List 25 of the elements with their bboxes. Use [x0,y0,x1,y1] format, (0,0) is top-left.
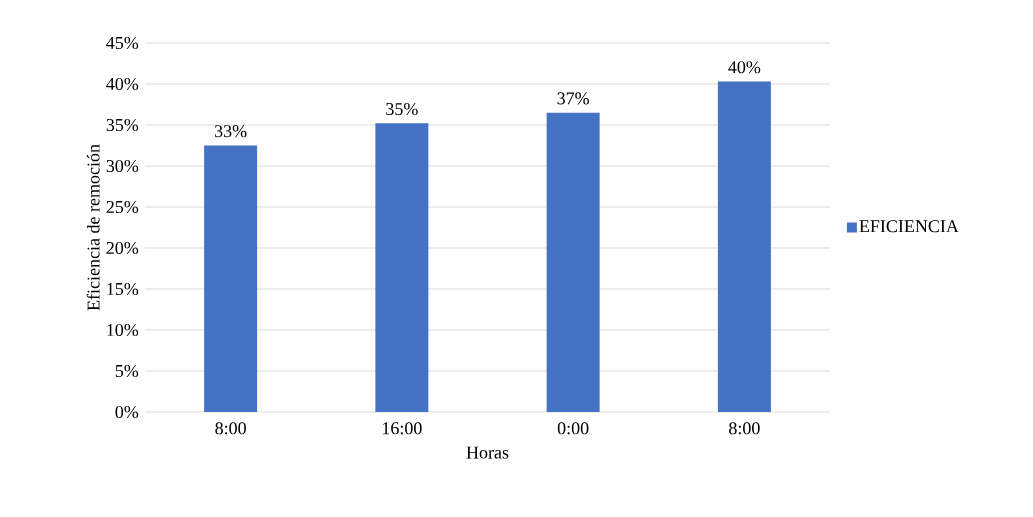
x-tick-label: 16:00 [382,422,422,435]
bar [204,145,258,412]
legend-label: EFICIENCIA [859,220,959,233]
y-tick-label: 25% [106,200,139,214]
bar [375,123,429,412]
data-label: 35% [386,102,418,116]
y-tick-label: 45% [106,36,139,50]
y-axis-title: Eficiencia de remoción [86,144,100,311]
y-tick-label: 15% [107,282,139,296]
data-label: 37% [557,92,590,105]
bar [717,81,771,412]
x-tick-label: 0:00 [557,422,589,435]
y-tick-label: 0% [115,405,139,419]
x-tick-label: 8:00 [215,422,246,435]
y-tick-label: 30% [106,159,139,173]
bar [546,112,600,412]
y-tick-label: 10% [107,323,139,337]
y-tick-label: 20% [106,241,139,255]
data-label: 33% [214,125,247,138]
data-label: 40% [728,61,761,74]
y-tick-label: 40% [106,77,139,91]
y-tick-label: 35% [106,118,139,132]
y-tick-label: 5% [115,364,139,378]
x-tick-label: 8:00 [729,422,760,435]
x-axis-title: Horas [466,446,509,459]
